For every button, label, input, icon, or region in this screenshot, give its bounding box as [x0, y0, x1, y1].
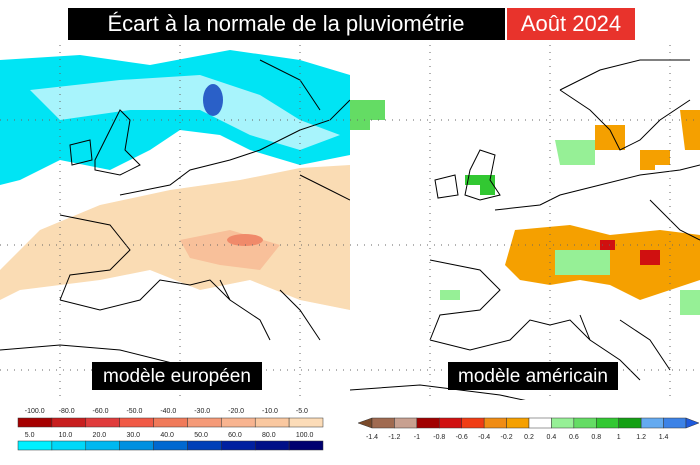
legend-swatch — [119, 417, 154, 428]
period-bg — [507, 8, 635, 40]
legend-swatch — [663, 417, 687, 429]
legend-label: 1.4 — [659, 434, 669, 441]
very-dry-cell — [600, 240, 660, 265]
legend-label: 0.4 — [547, 434, 557, 441]
legend-swatch — [685, 417, 700, 429]
dry-area — [0, 165, 350, 310]
wet-cell — [350, 100, 385, 130]
legend-label: -0.8 — [433, 434, 445, 441]
wet-area-light — [30, 75, 340, 150]
legend-label: 50.0 — [194, 432, 208, 439]
graticule — [350, 45, 700, 400]
legend-swatch — [17, 440, 53, 451]
legend-label: -40.0 — [160, 408, 176, 415]
legend-swatch — [528, 417, 552, 429]
legend-label: -60.0 — [93, 408, 109, 415]
dry-max — [227, 234, 263, 246]
label-bg — [92, 362, 262, 390]
legend-label: -50.0 — [126, 408, 142, 415]
legend-label: -10.0 — [262, 408, 278, 415]
legend-label: 80.0 — [262, 432, 276, 439]
legend-swatch — [506, 417, 530, 429]
legend-swatch — [153, 417, 188, 428]
legend-label: -20.0 — [228, 408, 244, 415]
legend-swatch — [221, 440, 256, 451]
legend-label: -0.4 — [478, 434, 490, 441]
legend-swatch — [357, 417, 373, 429]
dry-cell — [595, 110, 700, 170]
legend-swatch — [187, 417, 222, 428]
legend-label: -1.2 — [388, 434, 400, 441]
legend-swatch — [85, 417, 120, 428]
legend-label: 0.2 — [524, 434, 534, 441]
legends: -100.0 -80.0 -60.0 -50.0 -40.0 -30.0 -20.0 -10.… — [17, 408, 700, 451]
legend-swatch — [17, 417, 53, 428]
legend-label: -0.2 — [501, 434, 513, 441]
legend-label: -30.0 — [194, 408, 210, 415]
map-right: modèle américain — [350, 45, 700, 400]
legend-swatch — [416, 417, 440, 429]
title-bg — [68, 8, 505, 40]
title: Écart à la normale de la pluviométrie — [107, 11, 464, 36]
legend-swatch — [254, 417, 290, 428]
wet-cell — [555, 140, 595, 165]
legend-label: 10.0 — [59, 432, 73, 439]
legend-swatch — [573, 417, 597, 429]
panel-label: modèle européen — [103, 366, 251, 387]
legend-label: -5.0 — [296, 408, 308, 415]
legend-label: 0.6 — [569, 434, 579, 441]
legend-swatch — [254, 440, 290, 451]
legend-swatch — [461, 417, 485, 429]
period: Août 2024 — [521, 11, 621, 36]
map-left: modèle européen — [0, 45, 350, 400]
legend-label: -1 — [414, 434, 420, 441]
legend-label: 40.0 — [160, 432, 174, 439]
legend-swatch — [51, 440, 87, 451]
wet-cell — [465, 175, 495, 195]
legend-label: 5.0 — [25, 432, 35, 439]
legend-swatch — [187, 440, 222, 451]
legend-swatch — [288, 417, 324, 428]
legend-label: 100.0 — [296, 432, 314, 439]
legend-swatch — [85, 440, 120, 451]
legend-swatch — [596, 417, 619, 429]
legend-swatch — [394, 417, 418, 429]
legend-swatch — [439, 417, 462, 429]
legend-swatch — [51, 417, 87, 428]
wet-area — [0, 50, 350, 185]
legend-swatch — [551, 417, 575, 429]
legend-swatch — [221, 417, 256, 428]
legend-label: 30.0 — [126, 432, 140, 439]
legend-label: 1 — [617, 434, 621, 441]
panel-label: modèle américain — [458, 366, 608, 387]
legend-label: 1.2 — [636, 434, 646, 441]
wet-cell — [440, 250, 700, 315]
label-bg — [448, 362, 618, 390]
wet-core — [203, 84, 223, 116]
legend-swatch — [483, 417, 507, 429]
legend-label: -100.0 — [25, 408, 45, 415]
legend-swatch — [618, 417, 642, 429]
legend-label: -0.6 — [456, 434, 468, 441]
legend-label: -1.4 — [366, 434, 378, 441]
legend-swatch — [371, 417, 395, 429]
legend-swatch — [119, 440, 154, 451]
legend-label: 60.0 — [228, 432, 242, 439]
legend-label: -80.0 — [59, 408, 75, 415]
legend-swatch — [640, 417, 664, 429]
legend-swatch — [153, 440, 188, 451]
legend-label: 0.8 — [591, 434, 601, 441]
legend-swatch — [288, 440, 324, 451]
legend-label: 20.0 — [93, 432, 107, 439]
